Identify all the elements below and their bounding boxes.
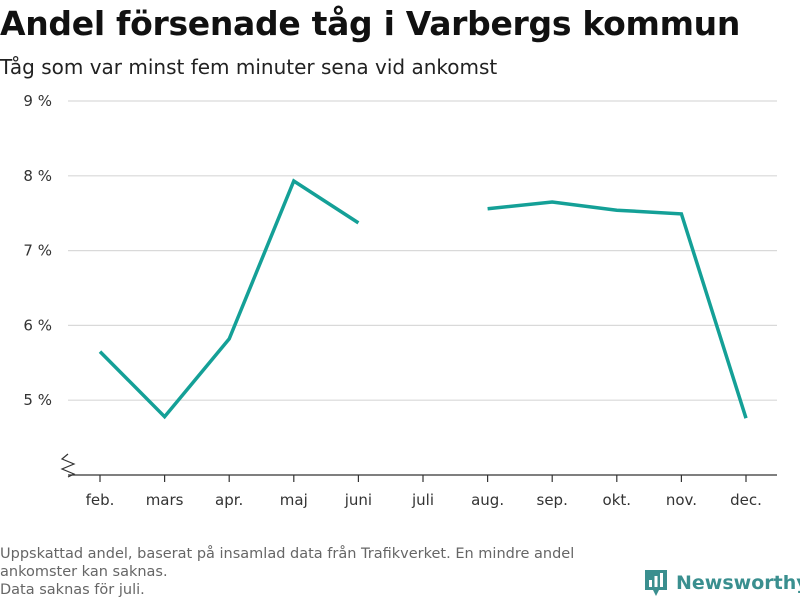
series-line-segment: [98, 178, 360, 420]
x-tick-label: juli: [411, 491, 434, 509]
y-tick-label: 5 %: [23, 391, 52, 409]
chart-subtitle: Tåg som var minst fem minuter sena vid a…: [0, 55, 498, 79]
y-tick-label: 9 %: [23, 92, 52, 110]
x-tick-label: okt.: [603, 491, 632, 509]
line-chart: 5 % 6 % 7 % 8 % 9 % feb. mars apr. maj juni juli a…: [23, 92, 777, 509]
y-tick-label: 8 %: [23, 167, 52, 185]
footnote-line-1: Uppskattad andel, baserat på insamlad da…: [0, 546, 575, 562]
x-tick-label: sep.: [537, 491, 568, 509]
x-axis: feb. mars apr. maj juni juli aug. sep. okt. nov. d…: [60, 453, 777, 509]
series-lines: [98, 178, 748, 420]
x-tick-label: juni: [344, 491, 372, 509]
footnote: Uppskattad andel, baserat på insamlad da…: [0, 545, 640, 599]
x-tick-label: aug.: [471, 491, 504, 509]
gridlines: [68, 100, 777, 401]
x-tick-label: dec.: [730, 491, 762, 509]
chart-title: Andel försenade tåg i Varbergs kommun: [0, 4, 741, 43]
y-tick-label: 6 %: [23, 316, 52, 334]
series-line-segment: [487, 200, 748, 419]
x-tick-label: mars: [146, 491, 184, 509]
brand-logo: Newsworthy: [644, 569, 800, 597]
y-axis-ticks: 5 % 6 % 7 % 8 % 9 %: [23, 92, 52, 409]
x-tick-label: maj: [280, 491, 308, 509]
y-tick-label: 7 %: [23, 242, 52, 260]
newsworthy-logo-icon: [645, 570, 667, 596]
brand-name: Newsworthy: [676, 572, 800, 594]
axis-break-icon: [60, 453, 76, 478]
x-tick-label: apr.: [215, 491, 243, 509]
x-tick-label: nov.: [666, 491, 697, 509]
footnote-line-2: ankomster kan saknas.: [0, 564, 168, 580]
footnote-line-3: Data saknas för juli.: [0, 582, 145, 598]
x-tick-label: feb.: [86, 491, 115, 509]
